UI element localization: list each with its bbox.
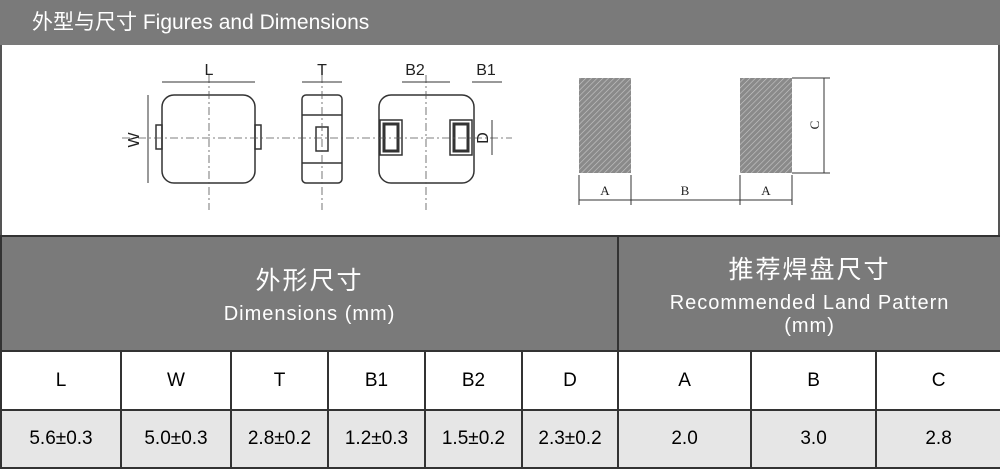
group-header: 推荐焊盘尺寸 Recommended Land Pattern (mm) [617, 235, 1000, 352]
dim-label: D [475, 132, 492, 144]
cell: 2.8 [875, 409, 1000, 469]
land-pad [579, 78, 631, 173]
cell: 5.6±0.3 [0, 409, 122, 469]
dim-label: T [317, 62, 327, 79]
column-header: L [0, 350, 122, 411]
column-header: W [120, 350, 232, 411]
drawings: L T B2 B1 W D A B A C [122, 62, 830, 210]
group-subtitle: Recommended Land Pattern (mm) [669, 291, 950, 337]
column-header: D [520, 350, 620, 411]
dim-label: B1 [476, 62, 496, 79]
land-label: A [761, 183, 771, 198]
column-header: A [617, 350, 753, 411]
land-label: B [681, 183, 690, 198]
header-title: 外型与尺寸 Figures and Dimensions [0, 0, 1000, 45]
group-title: 外形尺寸 [255, 267, 364, 295]
figure: L T B2 B1 W D A B A C [0, 45, 1000, 235]
cell: 2.8±0.2 [230, 409, 329, 469]
cell: 2.0 [617, 409, 753, 469]
cell: 3.0 [750, 409, 878, 469]
land-pad [740, 78, 792, 173]
group-subtitle: Dimensions (mm) [223, 303, 396, 325]
column-header: B [750, 350, 878, 411]
cell: 1.2±0.3 [327, 409, 426, 469]
dim-label: B2 [405, 62, 425, 79]
column-header: B1 [327, 350, 426, 411]
land-label: C [807, 121, 822, 130]
dimension-table: 外形尺寸 Dimensions (mm) 推荐焊盘尺寸 Recommended La… [0, 235, 1000, 469]
group-title: 推荐焊盘尺寸 [728, 255, 891, 284]
column-header: T [230, 350, 329, 411]
dim-label: L [205, 62, 214, 79]
land-label: A [600, 183, 610, 198]
group-header: 外形尺寸 Dimensions (mm) [0, 235, 620, 352]
column-header: B2 [424, 350, 523, 411]
dim-label: W [126, 132, 143, 148]
cell: 5.0±0.3 [120, 409, 232, 469]
cell: 2.3±0.2 [520, 409, 620, 469]
column-header: C [875, 350, 1000, 411]
cell: 1.5±0.2 [424, 409, 523, 469]
